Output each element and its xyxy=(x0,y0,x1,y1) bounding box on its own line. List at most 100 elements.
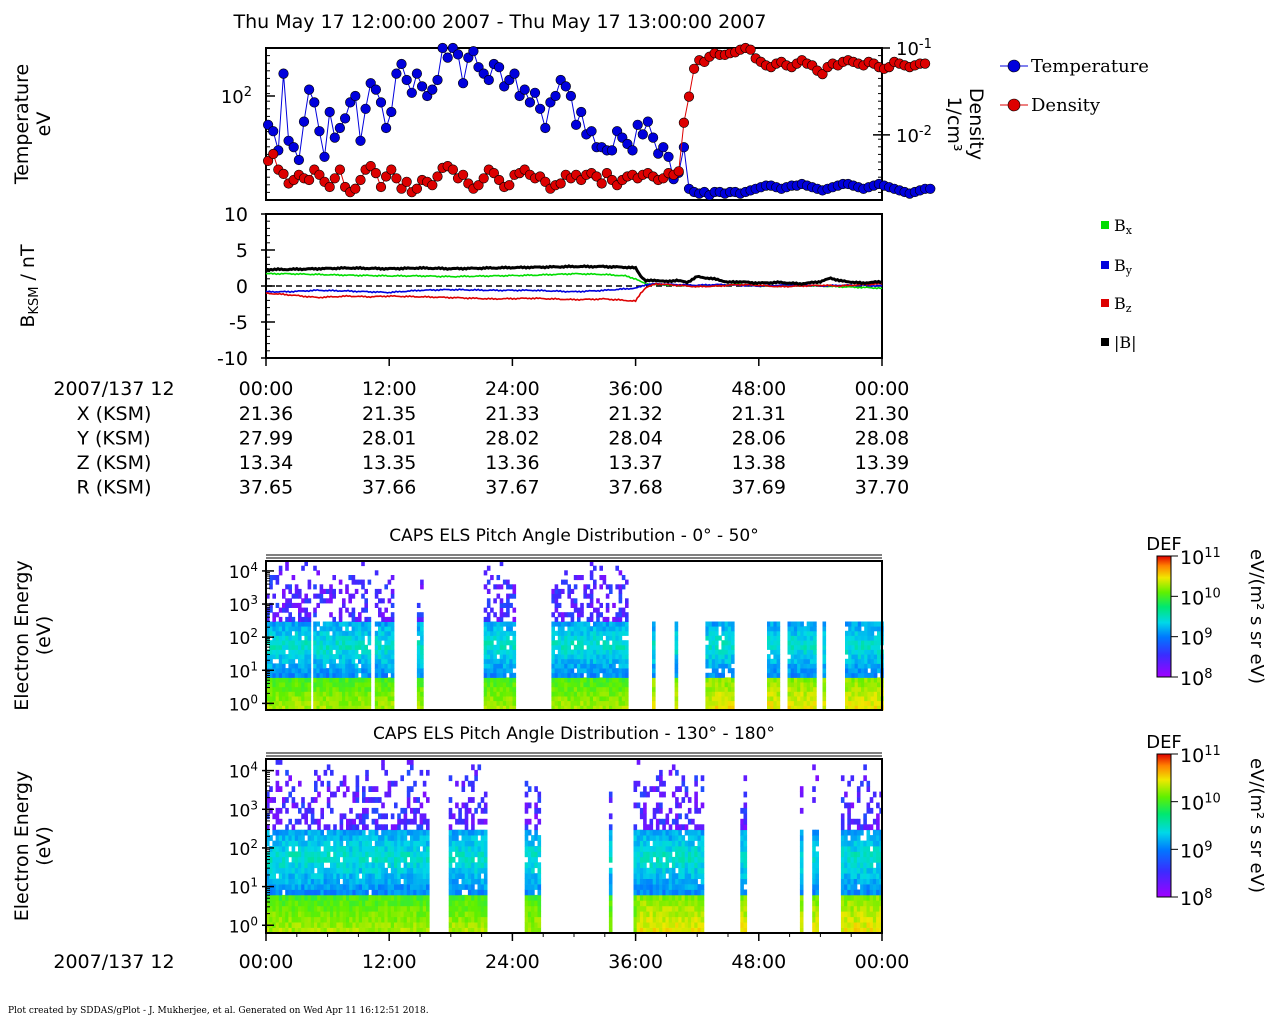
spectrogram-cell xyxy=(634,857,638,863)
spectrogram-cell xyxy=(698,808,702,814)
spectrogram-cell xyxy=(622,622,626,627)
spectrogram-cell xyxy=(861,622,865,627)
spectrogram-cell xyxy=(815,895,819,901)
spectrogram-cell xyxy=(301,566,305,571)
spectrogram-cell xyxy=(603,677,607,682)
spectrogram-cell xyxy=(348,701,352,706)
density-point xyxy=(351,184,361,194)
spectrogram-cell xyxy=(359,890,363,896)
spectrogram-cell xyxy=(343,775,347,781)
spectrogram-cell xyxy=(744,824,748,830)
spectrogram-cell xyxy=(672,873,676,879)
spectrogram-cell xyxy=(285,917,289,923)
spectrogram-cell xyxy=(426,862,430,868)
spectrogram-cell xyxy=(423,830,427,836)
spectrogram-cell xyxy=(381,622,385,627)
spectrogram-cell xyxy=(301,608,305,613)
spectrogram-cell xyxy=(534,900,538,906)
spectrogram-cell xyxy=(503,659,507,664)
spectrogram-cell xyxy=(841,813,845,819)
spectrogram-cell xyxy=(603,691,607,696)
spectrogram-cell xyxy=(609,900,613,906)
spectrogram-cell xyxy=(359,884,363,890)
spectrogram-cell xyxy=(503,631,507,636)
spectrogram-cell xyxy=(691,911,695,917)
spectrogram-cell xyxy=(381,696,385,701)
spectrogram-cell xyxy=(362,868,366,874)
spectrogram-cell xyxy=(378,691,382,696)
spectrogram-cell xyxy=(375,841,379,847)
spectrogram-cell xyxy=(577,654,581,659)
spectrogram-cell xyxy=(666,857,670,863)
temperature-point xyxy=(315,126,325,136)
spectrogram-cell xyxy=(691,873,695,879)
spectrogram-cell xyxy=(534,824,538,830)
spectrogram-cell xyxy=(314,890,318,896)
spectrogram-cell xyxy=(404,862,408,868)
spectrogram-panel-0-50: CAPS ELS Pitch Angle Distribution - 0° -… xyxy=(11,526,1267,715)
spectrogram-cell xyxy=(848,636,852,641)
spectrogram-cell xyxy=(316,622,320,627)
spectrogram-cell xyxy=(691,900,695,906)
spectrogram-cell xyxy=(308,841,312,847)
spectrogram-cell xyxy=(384,841,388,847)
spectrogram-cell xyxy=(528,873,532,879)
spectrogram-cell xyxy=(851,696,855,701)
spectrogram-cell xyxy=(534,884,538,890)
spectrogram-cell xyxy=(352,862,356,868)
spectrogram-cell xyxy=(333,841,337,847)
spectrogram-cell xyxy=(285,922,289,928)
spectrogram-cell xyxy=(603,659,607,664)
spectrogram-cell xyxy=(276,846,280,852)
spectrogram-cell xyxy=(590,673,594,678)
spectrogram-cell xyxy=(288,626,292,631)
spectrogram-cell xyxy=(375,830,379,836)
spectrogram-cell xyxy=(625,668,629,673)
spectrogram-cell xyxy=(484,654,488,659)
spectrogram-cell xyxy=(449,917,453,923)
spectrogram-cell xyxy=(308,650,312,655)
spectrogram-cell xyxy=(652,636,656,641)
spectrogram-cell xyxy=(583,677,587,682)
spectrogram-cell xyxy=(449,879,453,885)
spectrogram-cell xyxy=(471,917,475,923)
spectrogram-cell xyxy=(317,846,321,852)
spectrogram-cell xyxy=(484,879,488,885)
spectrogram-cell xyxy=(593,659,597,664)
spectrogram-cell xyxy=(874,701,878,706)
spectrogram-cell xyxy=(316,636,320,641)
spectrogram-cell xyxy=(643,846,647,852)
spectrogram-cell xyxy=(314,851,318,857)
spectrogram-cell xyxy=(777,640,781,645)
spectrogram-cell xyxy=(356,906,360,912)
spectrogram-cell xyxy=(767,701,771,706)
spectrogram-cell xyxy=(420,580,424,585)
spectrogram-cell xyxy=(712,626,716,631)
spectrogram-cell xyxy=(314,770,318,776)
mag-tick-label: 5 xyxy=(236,240,248,262)
spectrogram-cell xyxy=(712,663,716,668)
spectrogram-cell xyxy=(404,830,408,836)
spectrogram-cell xyxy=(375,701,379,706)
spectrogram-cell xyxy=(288,584,292,589)
spectrogram-cell xyxy=(327,900,331,906)
spectrogram-cell xyxy=(314,835,318,841)
spectrogram-cell xyxy=(413,797,417,803)
spectrogram-cell xyxy=(871,626,875,631)
spectrogram-cell xyxy=(685,830,689,836)
spectrogram-cell xyxy=(672,792,676,798)
spectrogram-cell xyxy=(851,622,855,627)
spectrogram-cell xyxy=(378,673,382,678)
spectrogram-cell xyxy=(292,797,296,803)
spectrogram-cell xyxy=(538,884,542,890)
spectrogram-cell xyxy=(288,841,292,847)
spectrogram-cell xyxy=(715,650,719,655)
spectrogram-cell xyxy=(503,622,507,627)
spectrogram-cell xyxy=(640,911,644,917)
spectrogram-cell xyxy=(276,626,280,631)
spectrogram-cell xyxy=(298,917,302,923)
spectrogram-cell xyxy=(391,873,395,879)
spectrogram-cell xyxy=(596,645,600,650)
spectrogram-cell xyxy=(810,663,814,668)
spectrogram-cell xyxy=(313,566,317,571)
